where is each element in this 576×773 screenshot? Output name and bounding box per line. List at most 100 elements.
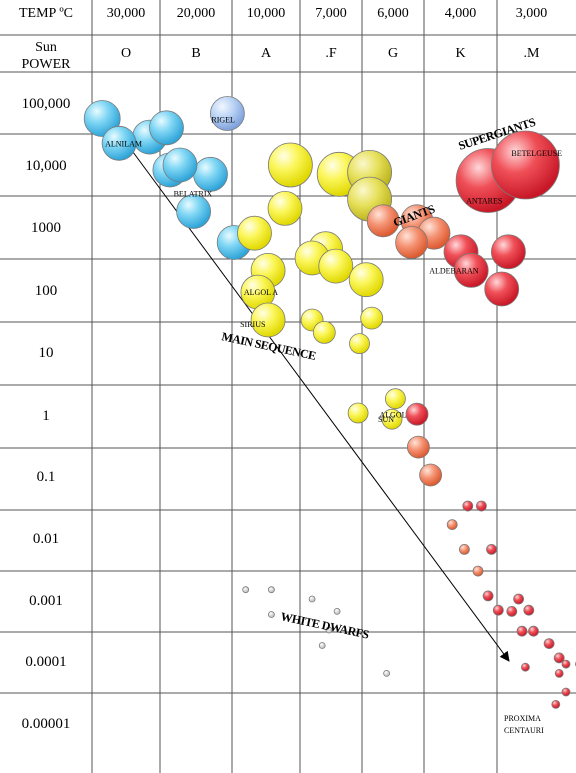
star-marker — [83, 100, 121, 137]
star-marker — [360, 306, 384, 330]
star-marker — [475, 500, 487, 512]
star-marker — [395, 226, 429, 259]
star-marker — [561, 659, 571, 669]
luminosity-tick: 0.0001 — [25, 654, 66, 670]
luminosity-tick: 0.1 — [37, 469, 56, 485]
spectral-class-tick: B — [191, 46, 200, 61]
star-name-label: ALGOL — [379, 411, 406, 420]
luminosity-tick: 100,000 — [22, 96, 71, 112]
star-marker — [551, 700, 561, 709]
spectral-class-tick: A — [261, 46, 272, 61]
main-sequence-arrow — [129, 147, 510, 662]
star-markers — [83, 96, 576, 709]
luminosity-tick: 10 — [39, 345, 54, 361]
star-marker — [176, 194, 212, 229]
spectral-class-tick: .M — [524, 46, 541, 61]
luminosity-tick: 0.01 — [33, 531, 59, 547]
star-marker — [381, 408, 403, 430]
spectral-class-tick: O — [121, 46, 131, 61]
temperature-tick: 10,000 — [247, 6, 286, 21]
star-marker — [250, 302, 286, 338]
star-name-label: ALGOL A — [244, 288, 278, 297]
star-marker — [516, 625, 528, 637]
star-marker — [312, 320, 336, 344]
star-marker — [419, 463, 443, 487]
star-marker — [101, 125, 137, 161]
star-name-label: SIRIUS — [240, 320, 265, 329]
star-marker — [406, 435, 430, 459]
star-marker — [513, 593, 524, 605]
star-marker — [267, 142, 313, 188]
star-marker — [553, 652, 565, 664]
spectral-class-tick: K — [455, 46, 465, 61]
star-marker — [267, 611, 275, 618]
star-marker — [492, 604, 504, 616]
temp-header: TEMP ºC — [19, 6, 73, 21]
star-marker — [458, 544, 470, 555]
white-dwarfs-label: WHITE DWARFS — [279, 609, 370, 642]
star-marker — [472, 565, 484, 577]
star-marker — [543, 638, 555, 649]
column-header: TEMP ºC Sun POWER 30,000 O 20,000 B 10,000 A 7,00… — [19, 6, 547, 72]
star-marker — [482, 590, 494, 602]
star-marker — [333, 608, 341, 615]
star-marker — [366, 204, 400, 238]
power-header-line2: POWER — [22, 57, 72, 72]
luminosity-tick: 1 — [42, 408, 50, 424]
star-name-label: ALNILAM — [105, 139, 142, 148]
star-marker — [405, 402, 429, 426]
star-name-label: ALDEBARAN — [429, 266, 479, 275]
star-marker — [383, 670, 391, 677]
star-marker — [561, 687, 571, 697]
luminosity-tick: 0.00001 — [22, 716, 71, 732]
star-marker — [446, 519, 458, 530]
star-marker — [162, 147, 198, 183]
star-marker — [490, 234, 526, 270]
proxima-label-line2: CENTAURI — [504, 726, 544, 735]
star-name-label: BELATRIX — [174, 190, 213, 199]
star-marker — [237, 215, 272, 251]
luminosity-tick: 0.001 — [29, 593, 63, 609]
star-marker — [209, 96, 245, 131]
temperature-tick: 7,000 — [315, 6, 347, 21]
star-marker — [486, 544, 497, 555]
star-marker — [528, 625, 539, 637]
star-marker — [149, 110, 184, 146]
luminosity-labels: 100,000 10,000 1000 100 10 1 0.1 0.01 0.001 0.000… — [22, 96, 71, 732]
luminosity-tick: 100 — [35, 283, 58, 299]
star-marker — [453, 252, 489, 288]
temperature-tick: 20,000 — [177, 6, 216, 21]
star-name-label: RIGEL — [211, 116, 235, 125]
temperature-tick: 6,000 — [377, 6, 409, 21]
temperature-tick: 30,000 — [107, 6, 146, 21]
star-name-label: ANTARES — [466, 197, 502, 206]
temperature-tick: 4,000 — [445, 6, 477, 21]
power-header-line1: Sun — [35, 40, 57, 55]
star-marker — [193, 156, 228, 192]
star-marker — [521, 662, 530, 672]
star-marker — [554, 669, 564, 678]
star-name-label: BETELGEUSE — [511, 149, 562, 158]
star-marker — [484, 271, 520, 307]
star-marker — [267, 586, 275, 594]
star-marker — [348, 262, 384, 298]
proxima-label-line1: PROXIMA — [504, 714, 541, 723]
temperature-tick: 3,000 — [516, 6, 548, 21]
star-name-label: SUN — [378, 415, 394, 424]
star-marker — [318, 642, 326, 649]
star-marker — [325, 626, 333, 634]
star-marker — [349, 333, 370, 355]
star-marker — [384, 388, 406, 410]
star-marker — [267, 190, 303, 226]
star-marker — [308, 595, 316, 603]
luminosity-tick: 10,000 — [25, 158, 66, 174]
star-marker — [462, 500, 474, 512]
star-marker — [347, 402, 369, 424]
star-marker — [318, 248, 354, 284]
spectral-class-tick: .F — [325, 46, 337, 61]
star-marker — [523, 604, 535, 616]
star-marker — [242, 586, 250, 594]
spectral-class-tick: G — [388, 46, 398, 61]
